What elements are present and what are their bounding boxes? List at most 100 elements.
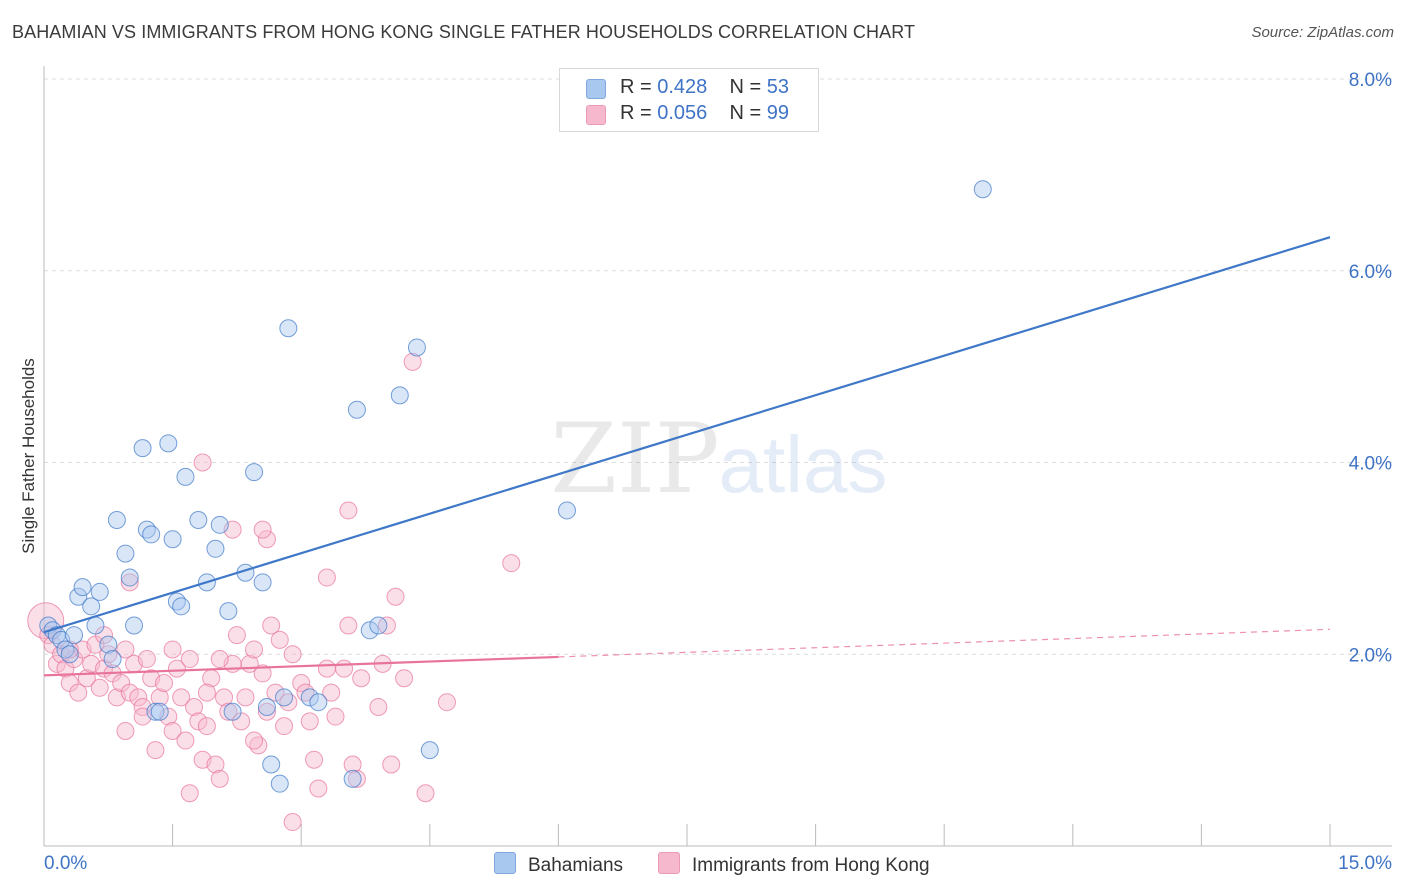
point-bahamians [150, 702, 169, 721]
legend-item-bahamians[interactable]: Bahamians [494, 852, 623, 877]
point-hong-kong [210, 769, 229, 788]
point-bahamians [253, 573, 272, 592]
point-bahamians [107, 511, 126, 530]
x-tick-label: 15.0% [1338, 853, 1392, 874]
point-hong-kong [176, 731, 195, 750]
point-bahamians [159, 434, 178, 453]
point-bahamians [189, 511, 208, 530]
point-bahamians [65, 626, 84, 645]
watermark-atlas: atlas [719, 420, 888, 509]
point-bahamians [146, 702, 165, 721]
point-hong-kong [283, 645, 302, 664]
point-hong-kong [116, 640, 135, 659]
legend-n-label: N = [729, 76, 767, 98]
point-bahamians [90, 582, 109, 601]
point-hong-kong [305, 750, 324, 769]
point-bahamians [176, 467, 195, 486]
point-bahamians [120, 568, 139, 587]
point-bahamians [407, 338, 426, 357]
point-bahamians [262, 755, 281, 774]
point-hong-kong [197, 717, 216, 736]
point-bahamians [309, 693, 328, 712]
point-bahamians [172, 597, 191, 616]
point-hong-kong [227, 626, 246, 645]
point-hong-kong [253, 664, 272, 683]
point-bahamians [275, 688, 294, 707]
axes [43, 66, 1392, 847]
point-bahamians [206, 539, 225, 558]
point-bahamians [279, 319, 298, 338]
point-bahamians [270, 774, 289, 793]
point-hong-kong [347, 769, 366, 788]
point-hong-kong [339, 501, 358, 520]
watermark: ZIP atlas [550, 403, 887, 515]
point-bahamians [210, 515, 229, 534]
source-label: Source: ZipAtlas.com [1251, 24, 1394, 41]
point-hong-kong [502, 554, 521, 573]
point-bahamians [343, 769, 362, 788]
point-hong-kong [382, 755, 401, 774]
point-bahamians [103, 650, 122, 669]
legend-swatch-bahamians [494, 852, 516, 874]
point-hong-kong [335, 659, 354, 678]
point-hong-kong [317, 568, 336, 587]
point-hong-kong [137, 650, 156, 669]
y-tick-label: 6.0% [1349, 262, 1392, 283]
point-hong-kong [180, 650, 199, 669]
point-bahamians [99, 635, 118, 654]
point-hong-kong [146, 741, 165, 760]
point-hong-kong [253, 520, 272, 539]
point-hong-kong [292, 674, 311, 693]
point-bahamians [245, 463, 264, 482]
point-hong-kong [309, 779, 328, 798]
point-hong-kong [352, 669, 371, 688]
point-hong-kong [395, 669, 414, 688]
legend-label-bahamians: Bahamians [528, 855, 624, 876]
point-hong-kong [185, 697, 204, 716]
point-hong-kong [197, 683, 216, 702]
grid-lines [44, 78, 1392, 655]
point-hong-kong [257, 702, 276, 721]
point-hong-kong [270, 630, 289, 649]
point-hong-kong [317, 659, 336, 678]
point-hong-kong [180, 784, 199, 803]
legend-swatch-hong-kong [586, 105, 606, 125]
point-hong-kong [116, 721, 135, 740]
y-axis-label: Single Father Households [19, 358, 38, 554]
point-bahamians [557, 501, 576, 520]
point-bahamians [390, 386, 409, 405]
point-hong-kong [236, 688, 255, 707]
point-hong-kong [266, 683, 285, 702]
legend-r-label: R = [620, 102, 658, 124]
point-hong-kong [283, 813, 302, 832]
y-tick-label: 8.0% [1349, 70, 1392, 91]
point-bahamians [60, 645, 79, 664]
point-bahamians [69, 587, 88, 606]
point-hong-kong [163, 721, 182, 740]
point-hong-kong [90, 678, 109, 697]
point-bahamians [142, 525, 161, 544]
correlation-legend: R = 0.428 N = 53 R = 0.056 N = 99 [559, 68, 819, 132]
point-hong-kong [47, 654, 66, 673]
point-hong-kong [322, 683, 341, 702]
point-bahamians [347, 400, 366, 419]
point-bahamians [257, 697, 276, 716]
legend-item-hong-kong[interactable]: Immigrants from Hong Kong [658, 852, 930, 877]
point-bahamians [223, 702, 242, 721]
point-hong-kong [339, 616, 358, 635]
trend-line-hong-kong-extension [558, 628, 1331, 658]
legend-swatch-hong-kong [658, 852, 680, 874]
legend-swatch-bahamians [586, 79, 606, 99]
legend-n-value: 53 [766, 76, 790, 98]
point-bahamians [82, 597, 101, 616]
legend-r-value: 0.056 [657, 102, 708, 124]
point-bahamians [133, 439, 152, 458]
point-hong-kong [343, 755, 362, 774]
point-bahamians [369, 616, 388, 635]
point-hong-kong [120, 683, 139, 702]
point-hong-kong [245, 731, 264, 750]
point-hong-kong [215, 688, 234, 707]
watermark-zip: ZIP [550, 403, 719, 515]
point-bahamians [300, 688, 319, 707]
